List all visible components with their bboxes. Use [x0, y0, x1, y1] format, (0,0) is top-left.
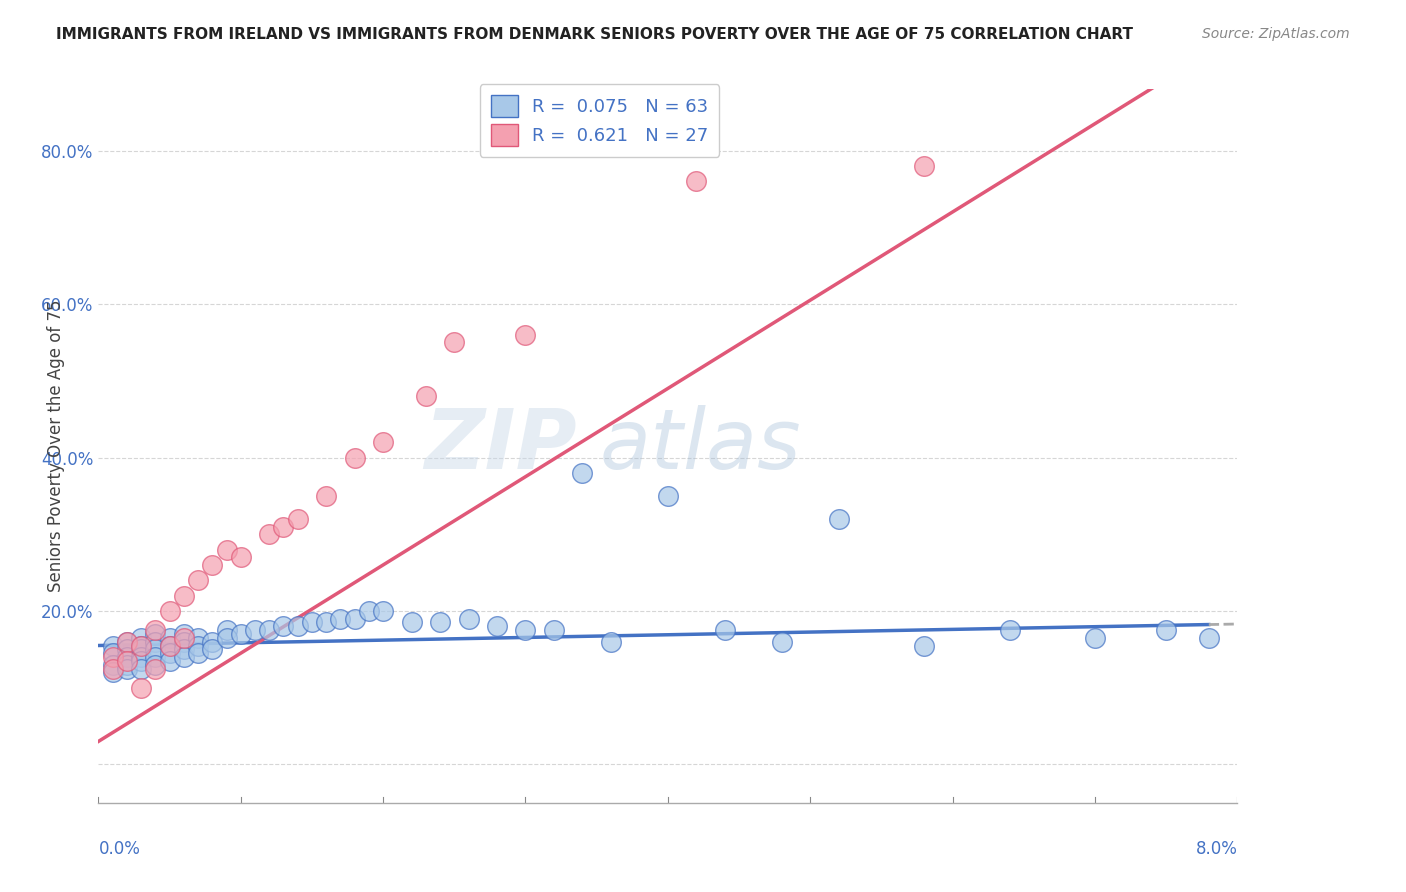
Point — [443, 335, 465, 350]
Legend: R =  0.075   N = 63, R =  0.621   N = 27: R = 0.075 N = 63, R = 0.621 N = 27 — [479, 84, 720, 157]
Point — [187, 646, 209, 660]
Point — [145, 661, 167, 675]
Point — [101, 657, 124, 672]
Point — [201, 558, 224, 572]
Text: Source: ZipAtlas.com: Source: ZipAtlas.com — [1202, 27, 1350, 41]
Point — [343, 450, 366, 465]
Point — [215, 542, 238, 557]
Point — [215, 631, 238, 645]
Text: ZIP: ZIP — [425, 406, 576, 486]
Point — [515, 623, 537, 637]
Point — [998, 623, 1021, 637]
Point — [187, 574, 209, 588]
Point — [287, 619, 309, 633]
Point — [912, 159, 935, 173]
Point — [173, 589, 195, 603]
Point — [129, 639, 152, 653]
Point — [101, 665, 124, 680]
Point — [343, 612, 366, 626]
Point — [685, 174, 707, 188]
Point — [101, 661, 124, 675]
Point — [315, 489, 337, 503]
Point — [1084, 631, 1107, 645]
Point — [770, 634, 793, 648]
Point — [129, 650, 152, 665]
Point — [187, 639, 209, 653]
Point — [173, 650, 195, 665]
Point — [415, 389, 437, 403]
Point — [259, 623, 281, 637]
Point — [1154, 623, 1177, 637]
Point — [159, 631, 181, 645]
Point — [187, 631, 209, 645]
Point — [145, 650, 167, 665]
Text: IMMIGRANTS FROM IRELAND VS IMMIGRANTS FROM DENMARK SENIORS POVERTY OVER THE AGE : IMMIGRANTS FROM IRELAND VS IMMIGRANTS FR… — [56, 27, 1133, 42]
Point — [173, 627, 195, 641]
Point — [243, 623, 266, 637]
Point — [173, 634, 195, 648]
Text: 0.0%: 0.0% — [98, 840, 141, 858]
Point — [159, 654, 181, 668]
Point — [371, 435, 394, 450]
Point — [543, 623, 565, 637]
Point — [101, 646, 124, 660]
Point — [173, 642, 195, 657]
Point — [657, 489, 679, 503]
Point — [159, 639, 181, 653]
Point — [259, 527, 281, 541]
Point — [115, 654, 138, 668]
Point — [912, 639, 935, 653]
Point — [357, 604, 380, 618]
Point — [600, 634, 623, 648]
Point — [129, 642, 152, 657]
Point — [201, 642, 224, 657]
Point — [159, 604, 181, 618]
Point — [101, 650, 124, 665]
Point — [129, 681, 152, 695]
Point — [301, 615, 323, 630]
Point — [145, 634, 167, 648]
Point — [401, 615, 423, 630]
Point — [145, 623, 167, 637]
Point — [457, 612, 479, 626]
Point — [273, 519, 295, 533]
Point — [115, 650, 138, 665]
Point — [287, 512, 309, 526]
Point — [714, 623, 737, 637]
Text: 8.0%: 8.0% — [1195, 840, 1237, 858]
Point — [371, 604, 394, 618]
Point — [429, 615, 451, 630]
Point — [571, 466, 593, 480]
Point — [229, 627, 252, 641]
Point — [173, 631, 195, 645]
Text: atlas: atlas — [599, 406, 801, 486]
Point — [159, 646, 181, 660]
Point — [145, 627, 167, 641]
Point — [115, 634, 138, 648]
Point — [315, 615, 337, 630]
Point — [273, 619, 295, 633]
Point — [129, 654, 152, 668]
Point — [159, 639, 181, 653]
Point — [229, 550, 252, 565]
Point — [115, 661, 138, 675]
Point — [101, 639, 124, 653]
Point — [115, 642, 138, 657]
Point — [145, 642, 167, 657]
Point — [828, 512, 851, 526]
Point — [129, 661, 152, 675]
Point — [129, 631, 152, 645]
Point — [1198, 631, 1220, 645]
Point — [115, 634, 138, 648]
Point — [201, 634, 224, 648]
Point — [486, 619, 509, 633]
Point — [215, 623, 238, 637]
Point — [115, 657, 138, 672]
Point — [145, 657, 167, 672]
Point — [129, 639, 152, 653]
Point — [329, 612, 352, 626]
Point — [515, 327, 537, 342]
Text: Seniors Poverty Over the Age of 75: Seniors Poverty Over the Age of 75 — [48, 300, 65, 592]
